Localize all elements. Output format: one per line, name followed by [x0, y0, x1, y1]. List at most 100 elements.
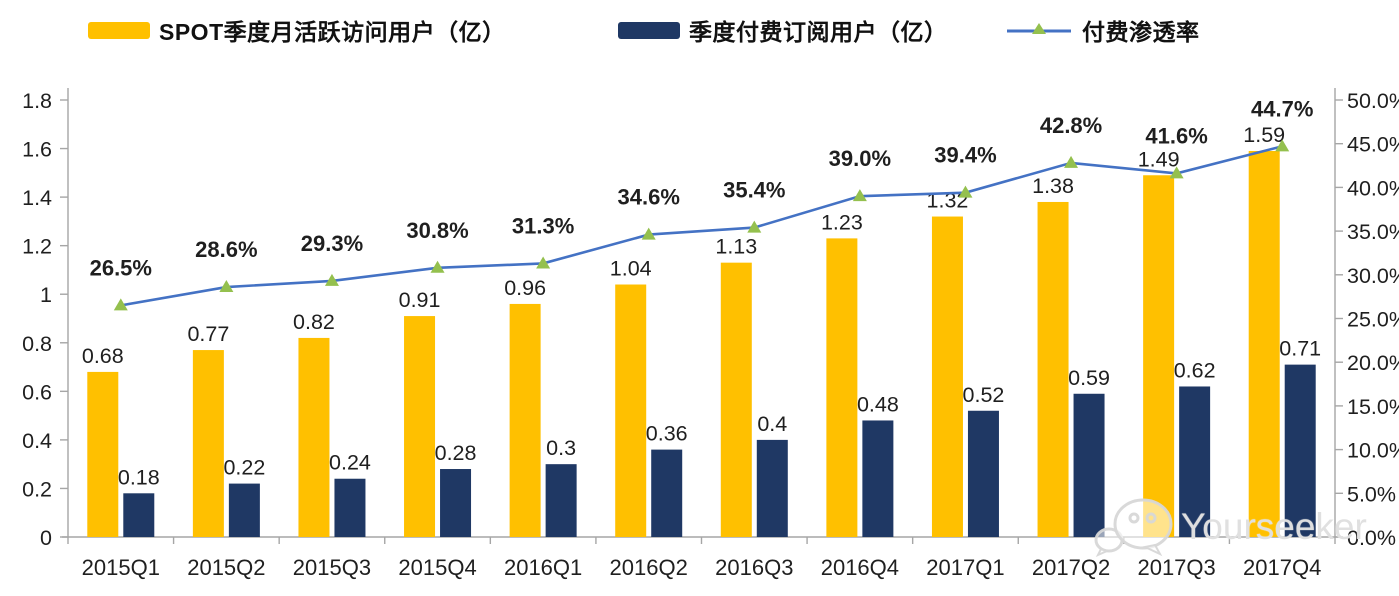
legend-item-penetration: 付费渗透率 — [1005, 14, 1200, 46]
right-axis-tick-label: 25.0% — [1347, 308, 1399, 332]
x-axis-category-label: 2016Q3 — [715, 555, 793, 580]
bar-subscribers-2016Q1 — [545, 464, 577, 537]
x-axis-category-label: 2015Q2 — [187, 555, 265, 580]
bar-value-label: 1.23 — [821, 210, 863, 234]
line-marker — [747, 220, 762, 233]
x-axis-category-label: 2016Q1 — [504, 555, 582, 580]
bar-subscribers-2017Q1 — [967, 410, 999, 537]
bar-value-label: 0.52 — [963, 383, 1005, 407]
bar-value-label: 0.36 — [646, 422, 688, 446]
legend-item-mau: SPOT季度月活跃访问用户（亿） — [88, 14, 506, 46]
bar-value-label: 0.48 — [857, 392, 899, 416]
left-axis-tick-label: 0.2 — [22, 477, 52, 501]
line-marker — [113, 298, 128, 311]
x-axis-category-label: 2015Q3 — [293, 555, 371, 580]
bar-subscribers-2015Q4 — [440, 469, 472, 537]
penetration-value-label: 42.8% — [1040, 113, 1102, 138]
right-axis-tick-label: 35.0% — [1347, 220, 1399, 244]
bar-value-label: 1.59 — [1243, 123, 1285, 147]
legend-swatch-subscribers — [618, 21, 680, 39]
penetration-value-label: 26.5% — [90, 255, 152, 280]
bar-mau-2016Q4 — [826, 238, 858, 537]
x-axis-category-label: 2016Q2 — [610, 555, 688, 580]
bar-value-label: 0.71 — [1279, 337, 1321, 361]
penetration-value-label: 39.0% — [829, 146, 891, 171]
bar-value-label: 0.96 — [504, 276, 546, 300]
penetration-value-label: 39.4% — [934, 143, 996, 168]
bar-mau-2016Q2 — [615, 284, 647, 537]
bar-subscribers-2016Q2 — [651, 449, 683, 537]
right-axis-tick-label: 10.0% — [1347, 439, 1399, 463]
bar-value-label: 0.18 — [118, 465, 160, 489]
line-marker — [852, 189, 867, 202]
x-axis-category-label: 2017Q4 — [1243, 555, 1321, 580]
bar-value-label: 1.38 — [1032, 174, 1074, 198]
bar-subscribers-2015Q2 — [228, 483, 260, 537]
line-marker — [641, 227, 656, 240]
legend-label-mau: SPOT季度月活跃访问用户（亿） — [159, 19, 506, 45]
left-axis-tick-label: 1 — [40, 283, 52, 307]
line-marker — [430, 260, 445, 273]
left-axis-tick-label: 0.4 — [22, 429, 52, 453]
right-axis-tick-label: 5.0% — [1347, 482, 1396, 506]
line-marker — [536, 256, 551, 269]
bar-mau-2015Q3 — [298, 337, 330, 537]
left-axis-tick-label: 1.2 — [22, 235, 52, 259]
watermark: Yourseeker — [1093, 496, 1367, 558]
bar-mau-2017Q1 — [931, 216, 963, 538]
wechat-icon — [1094, 498, 1173, 558]
x-axis-category-label: 2017Q3 — [1137, 555, 1215, 580]
penetration-line — [120, 145, 1283, 307]
penetration-value-label: 35.4% — [723, 178, 785, 203]
legend-label-penetration: 付费渗透率 — [1082, 19, 1200, 45]
penetration-value-label: 31.3% — [512, 213, 574, 238]
x-axis-category-label: 2017Q2 — [1032, 555, 1110, 580]
bar-mau-2017Q4 — [1248, 150, 1280, 537]
bar-subscribers-2015Q1 — [123, 493, 155, 537]
bar-subscribers-2015Q3 — [334, 478, 366, 537]
bar-value-label: 0.4 — [757, 412, 787, 436]
bar-subscribers-2016Q3 — [756, 439, 788, 537]
bar-value-label: 0.28 — [435, 441, 477, 465]
x-axis-category-label: 2015Q4 — [398, 555, 476, 580]
left-axis-tick-label: 1.6 — [22, 138, 52, 162]
bar-mau-2016Q3 — [720, 262, 752, 537]
bar-mau-2017Q2 — [1037, 201, 1069, 537]
right-axis-tick-label: 50.0% — [1347, 89, 1399, 113]
bar-value-label: 0.77 — [187, 322, 229, 346]
bar-mau-2015Q2 — [192, 350, 224, 537]
bar-subscribers-2017Q4 — [1284, 364, 1316, 537]
penetration-value-label: 44.7% — [1251, 96, 1313, 121]
line-marker — [219, 280, 234, 293]
right-axis-tick-label: 30.0% — [1347, 264, 1399, 288]
x-axis-category-label: 2015Q1 — [82, 555, 160, 580]
bar-value-label: 0.59 — [1068, 366, 1110, 390]
legend-label-subscribers: 季度付费订阅用户（亿） — [689, 19, 948, 45]
bar-value-label: 0.3 — [546, 436, 576, 460]
legend-swatch-mau — [88, 21, 150, 39]
bar-mau-2016Q1 — [509, 303, 541, 537]
bar-subscribers-2016Q4 — [862, 420, 894, 537]
line-marker — [324, 273, 339, 286]
legend-line-swatch — [1005, 20, 1073, 40]
right-axis-tick-label: 45.0% — [1347, 133, 1399, 157]
bar-value-label: 0.68 — [82, 344, 124, 368]
bar-subscribers-2017Q2 — [1073, 393, 1105, 537]
line-marker — [958, 185, 973, 198]
right-axis-tick-label: 15.0% — [1347, 395, 1399, 419]
left-axis-tick-label: 0 — [40, 526, 52, 550]
bar-mau-2017Q3 — [1143, 175, 1175, 537]
legend-item-subscribers: 季度付费订阅用户（亿） — [618, 14, 948, 46]
right-axis-tick-label: 0.0% — [1347, 526, 1396, 550]
line-marker-icon — [1007, 23, 1071, 34]
x-axis-category-label: 2016Q4 — [821, 555, 899, 580]
line-marker — [1275, 139, 1290, 152]
penetration-value-label: 30.8% — [406, 218, 468, 243]
bar-value-label: 0.24 — [329, 451, 371, 475]
bar-value-label: 0.22 — [223, 456, 265, 480]
penetration-value-label: 28.6% — [195, 237, 257, 262]
bar-value-label: 0.91 — [399, 288, 441, 312]
penetration-value-label: 41.6% — [1145, 123, 1207, 148]
